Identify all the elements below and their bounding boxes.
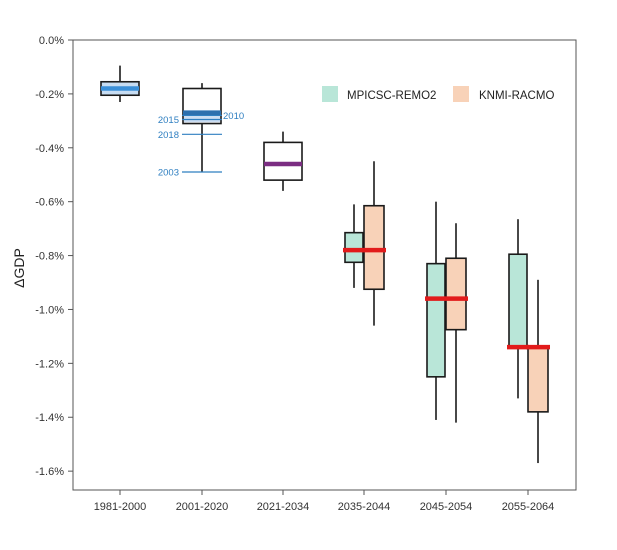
legend-label-mpicsc-remo2: MPICSC-REMO2 xyxy=(347,90,436,102)
legend-swatch-knmi-racmo xyxy=(453,86,469,102)
box-2045-2054-mpicsc-remo2 xyxy=(425,201,447,420)
x-tick-label: 1981-2000 xyxy=(94,501,147,513)
box-iqr xyxy=(426,262,446,378)
x-tick-label: 2035-2044 xyxy=(338,501,391,513)
box-2055-2064-mpicsc-remo2 xyxy=(507,219,529,399)
legend-swatch-mpicsc-remo2 xyxy=(322,86,338,102)
year-label-2003: 2003 xyxy=(158,168,179,179)
box-iqr xyxy=(363,204,385,291)
box-iqr xyxy=(527,346,549,413)
annotations: 2010 2015 2018 2003 xyxy=(158,110,244,179)
year-label-2010: 2010 xyxy=(223,111,244,122)
y-tick-label: -0.8% xyxy=(35,251,64,263)
box-2035-2044-knmi-racmo xyxy=(362,161,386,326)
box-2001-2020-historical xyxy=(182,83,222,173)
y-tick-label: -1.4% xyxy=(35,412,64,424)
box-2035-2044-mpicsc-remo2 xyxy=(343,204,365,288)
box-iqr xyxy=(508,253,528,348)
y-tick-label: -1.0% xyxy=(35,304,64,316)
box-iqr xyxy=(344,231,364,264)
x-tick-label: 2045-2054 xyxy=(420,501,473,513)
y-tick-label: 0.0% xyxy=(39,35,64,47)
year-label-2015: 2015 xyxy=(158,115,179,126)
box-2055-2064-knmi-racmo xyxy=(526,279,550,464)
year-label-2018: 2018 xyxy=(158,130,179,141)
box-iqr xyxy=(445,257,467,331)
box-iqr xyxy=(263,141,303,181)
y-tick-label: -1.2% xyxy=(35,358,64,370)
legend-label-knmi-racmo: KNMI-RACMO xyxy=(479,90,554,102)
y-tick-label: -0.4% xyxy=(35,143,64,155)
y-tick-label: -1.6% xyxy=(35,466,64,478)
box-1981-2000-historical xyxy=(100,65,140,102)
y-tick-label: -0.6% xyxy=(35,197,64,209)
x-tick-label: 2021-2034 xyxy=(257,501,310,513)
y-axis-label: ΔGDP xyxy=(11,248,27,288)
plot-frame xyxy=(72,39,577,491)
box-2045-2054-knmi-racmo xyxy=(444,223,468,423)
y-tick-label: -0.2% xyxy=(35,89,64,101)
x-axis: 1981-2000 2001-2020 2021-2034 2035-2044 2045… xyxy=(94,490,555,513)
y-axis: 0.0% -0.2% -0.4% -0.6% -0.8% -1.0% -1.2% -1.4% -… xyxy=(35,35,73,478)
x-tick-label: 2001-2020 xyxy=(176,501,229,513)
x-tick-label: 2055-2064 xyxy=(502,501,555,513)
legend: MPICSC-REMO2 KNMI-RACMO xyxy=(322,86,554,102)
box-2021-2034-combined xyxy=(263,131,303,191)
boxes xyxy=(100,65,550,464)
